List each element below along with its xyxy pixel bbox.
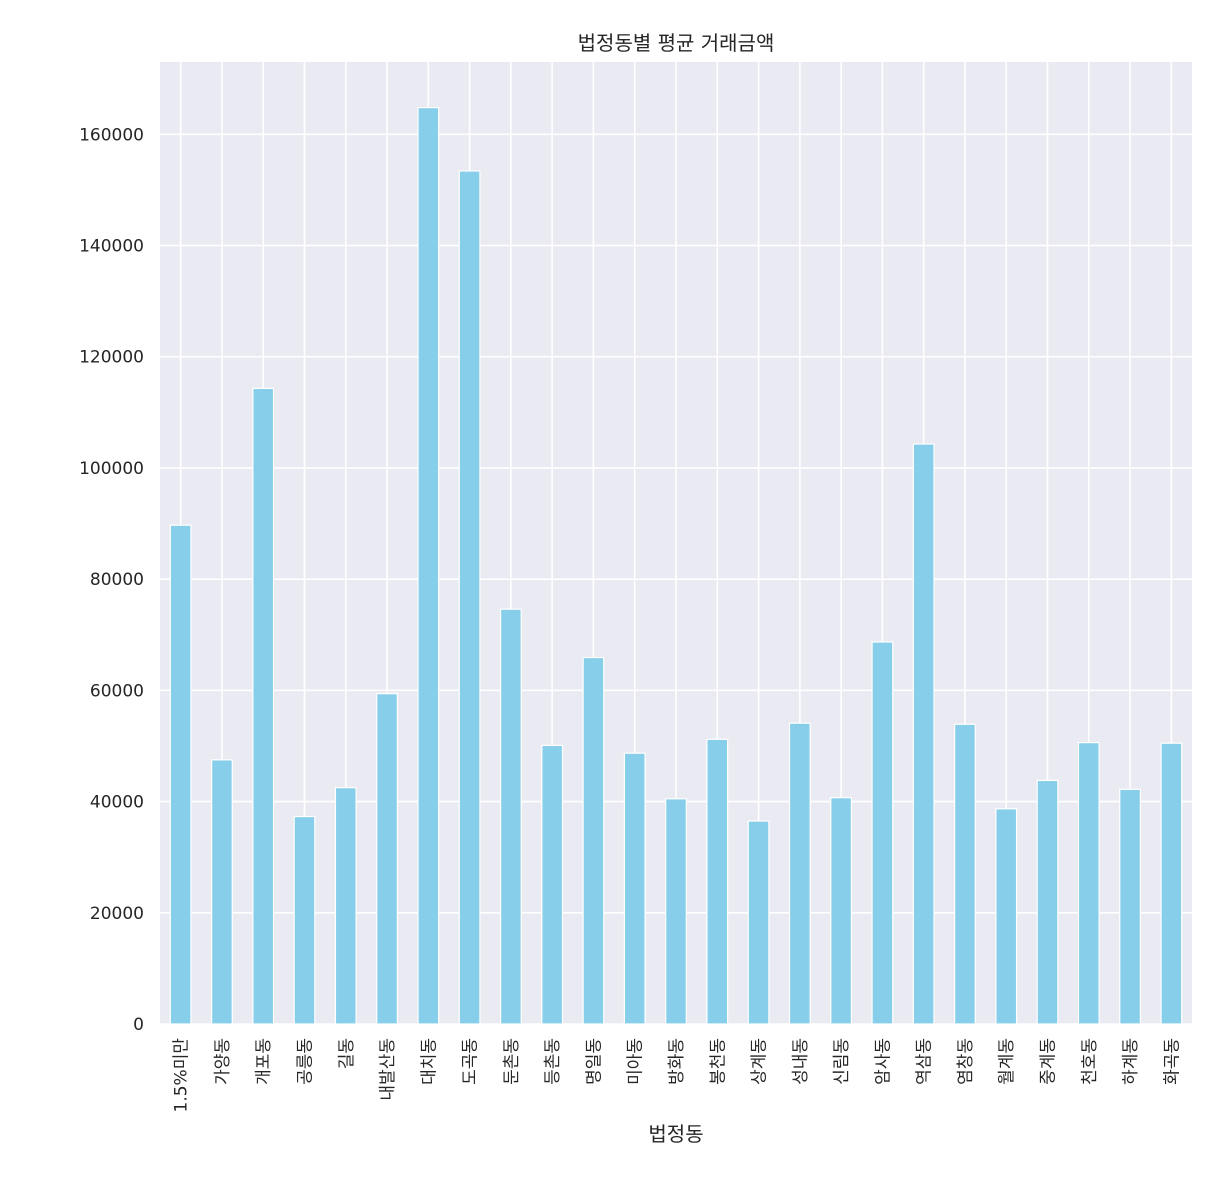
x-tick-label: 천호동 [1080,1038,1100,1085]
bar [582,656,605,1025]
x-tick-label: 미아동 [626,1038,646,1085]
bar [541,744,564,1025]
y-tick-label: 140000 [79,237,144,257]
x-tick-label: 성내동 [791,1038,811,1085]
x-tick-label: 방화동 [667,1038,687,1085]
bar [1160,742,1183,1025]
x-tick-label: 화곡동 [1162,1038,1182,1085]
y-axis-ticks: 0 20000 40000 60000 80000 100000 120000 140000 1… [79,125,144,1035]
x-tick-label: 신림동 [832,1038,852,1085]
bar [623,752,646,1025]
bar [417,106,440,1025]
x-tick-label: 하계동 [1121,1038,1141,1085]
bar [169,524,192,1025]
bar [954,723,976,1025]
y-tick-label: 40000 [90,793,144,813]
y-tick-label: 0 [133,1015,144,1035]
x-tick-label: 둔촌동 [502,1038,522,1085]
y-tick-label: 60000 [90,681,144,701]
y-tick-label: 160000 [79,125,144,145]
y-tick-label: 80000 [90,570,144,590]
bar [499,608,522,1025]
bar [995,808,1018,1025]
x-tick-label: 내발산동 [378,1038,398,1101]
bar [293,815,316,1025]
bar [211,759,233,1025]
x-tick-label: 등촌동 [543,1038,563,1085]
bar [252,387,275,1025]
x-tick-label: 개포동 [254,1038,274,1085]
x-tick-label: 염창동 [956,1038,976,1085]
chart-title: 법정동별 평균 거래금액 [578,31,775,55]
bar [747,820,770,1025]
x-tick-label: 봉천동 [708,1038,728,1085]
x-tick-label: 공릉동 [295,1038,315,1085]
x-tick-label: 1.5%미만 [172,1038,192,1113]
bar [1077,742,1100,1025]
x-tick-label: 월계동 [997,1038,1017,1085]
y-tick-label: 120000 [79,348,144,368]
bar [665,798,687,1025]
bar [871,641,894,1025]
x-tick-label: 역삼동 [915,1038,935,1085]
bar [1119,788,1142,1025]
x-tick-label: 상계동 [750,1038,770,1085]
bars [169,106,1183,1025]
y-tick-label: 20000 [90,904,144,924]
x-tick-label: 가양동 [213,1038,233,1085]
bar [334,787,357,1025]
y-tick-label: 100000 [79,459,144,479]
x-tick-label: 도곡동 [461,1038,481,1085]
x-tick-label: 대치동 [419,1038,439,1085]
bar [912,443,935,1025]
x-tick-label: 명일동 [584,1038,604,1085]
x-axis-title: 법정동 [648,1122,703,1146]
x-tick-label: 중계동 [1039,1038,1059,1085]
bar [1036,779,1059,1025]
x-tick-label: 암사동 [873,1038,893,1085]
bar [830,797,853,1025]
bar [788,722,811,1025]
x-axis-ticks: 1.5%미만 가양동 개포동 공릉동 길동 내발산동 대치동 도곡동 둔촌동 등촌동 명일동 미아동 방… [172,1038,1183,1113]
bar [458,170,481,1025]
x-tick-label: 길동 [337,1038,357,1069]
bar [706,738,729,1025]
bar [376,693,398,1025]
